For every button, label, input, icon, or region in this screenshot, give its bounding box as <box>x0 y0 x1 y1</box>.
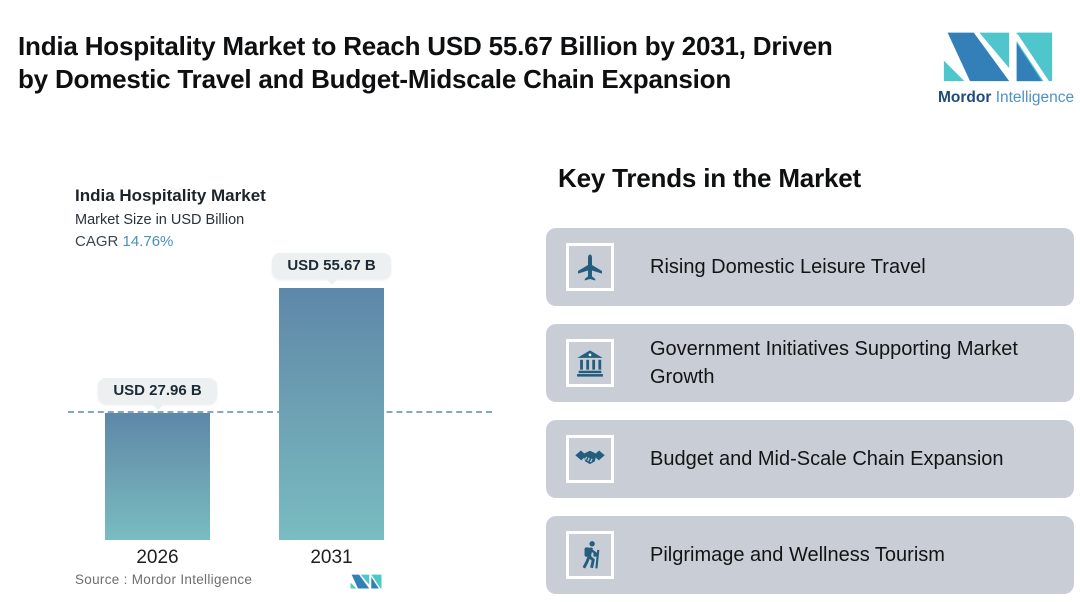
bar-2031 <box>279 288 384 540</box>
mordor-intelligence-logo: Mordor Intelligence <box>938 27 1074 107</box>
bar-group-2026: USD 27.96 B 2026 <box>98 378 217 568</box>
trend-label: Rising Domestic Leisure Travel <box>650 256 926 278</box>
data-label-2031: USD 55.67 B <box>272 253 391 285</box>
page-title-line1: India Hospitality Market to Reach USD 55… <box>18 31 833 61</box>
trend-card-domestic-leisure-travel: Rising Domestic Leisure Travel <box>546 228 1074 306</box>
trends-heading: Key Trends in the Market <box>558 163 861 193</box>
bar-group-2031: USD 55.67 B 2031 <box>272 253 391 568</box>
trend-label: Pilgrimage and Wellness Tourism <box>650 544 945 566</box>
chart-subtitle: Market Size in USD Billion <box>75 212 245 228</box>
axis-label-2026: 2026 <box>136 547 179 568</box>
source-attribution: Source : Mordor Intelligence <box>75 572 253 587</box>
cagr-value: 14.76% <box>122 233 174 250</box>
bank-icon <box>566 339 614 387</box>
trend-card-government-initiatives: Government Initiatives Supporting Market… <box>546 324 1074 402</box>
trend-cards: Rising Domestic Leisure Travel Governmen… <box>546 228 1074 594</box>
page-title-line2: by Domestic Travel and Budget-Midscale C… <box>18 64 732 94</box>
bar-2026 <box>105 413 210 540</box>
trend-card-pilgrimage-wellness: Pilgrimage and Wellness Tourism <box>546 516 1074 594</box>
data-label-2026: USD 27.96 B <box>98 378 217 410</box>
chart-header: India Hospitality Market Market Size in … <box>75 186 266 250</box>
hiker-icon <box>566 531 614 579</box>
chart-cagr: CAGR 14.76% <box>75 233 266 250</box>
trend-card-chain-expansion: Budget and Mid-Scale Chain Expansion <box>546 420 1074 498</box>
page-title: India Hospitality Market to Reach USD 55… <box>18 30 923 96</box>
trend-label: Government Initiatives Supporting Market… <box>650 338 1018 388</box>
brand-wordmark: Mordor Intelligence <box>938 89 1074 107</box>
brand-name-bold: Mordor <box>938 89 992 106</box>
chart-title: India Hospitality Market <box>75 186 266 205</box>
cagr-label: CAGR <box>75 233 119 250</box>
mordor-logo-mark-icon <box>938 27 1068 83</box>
mordor-logo-mark-mini-icon <box>350 573 382 594</box>
axis-label-2031: 2031 <box>310 547 353 568</box>
handshake-icon <box>566 435 614 483</box>
trend-label: Budget and Mid-Scale Chain Expansion <box>650 448 1004 470</box>
airplane-icon <box>566 243 614 291</box>
brand-name-light: Intelligence <box>995 89 1075 106</box>
